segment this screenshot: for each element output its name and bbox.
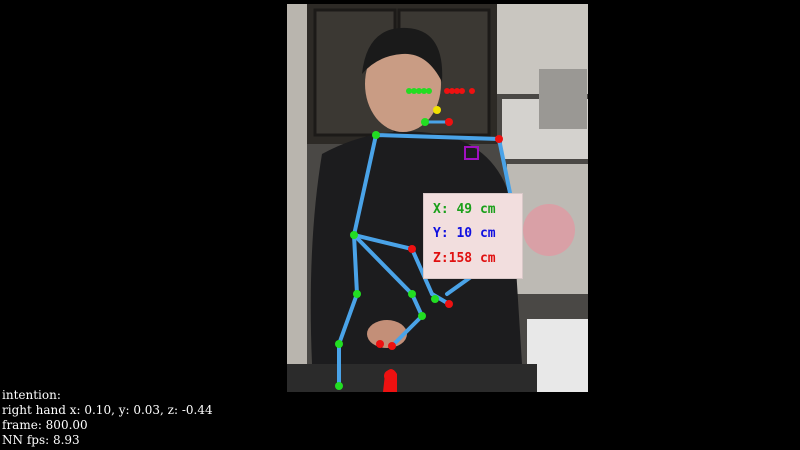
frame-readout: frame: 800.00 [2, 418, 88, 432]
fps-readout: NN fps: 8.93 [2, 433, 80, 447]
white-table [527, 319, 588, 392]
y-coordinate: Y: 10 cm [433, 226, 496, 241]
left-wall [287, 4, 307, 392]
red-object-top [384, 370, 396, 382]
pink-wheel [523, 204, 575, 256]
work-table [287, 364, 537, 392]
person-face [365, 36, 441, 132]
right-joints [376, 88, 503, 350]
coordinates-overlay: X: 49 cm Y: 10 cm Z:158 cm [423, 193, 523, 279]
z-coordinate: Z:158 cm [433, 251, 496, 266]
person-hair [362, 27, 443, 82]
target-marker [464, 146, 479, 160]
machine-box [539, 69, 587, 129]
info-panel: intention: right hand x: 0.10, y: 0.03, … [2, 388, 213, 448]
intention-label: intention: [2, 388, 61, 402]
person-hand [367, 320, 407, 348]
nose-joint [433, 106, 441, 114]
x-coordinate: X: 49 cm [433, 202, 496, 217]
right-hand-readout: right hand x: 0.10, y: 0.03, z: -0.44 [2, 403, 213, 417]
left-joints [335, 88, 439, 390]
